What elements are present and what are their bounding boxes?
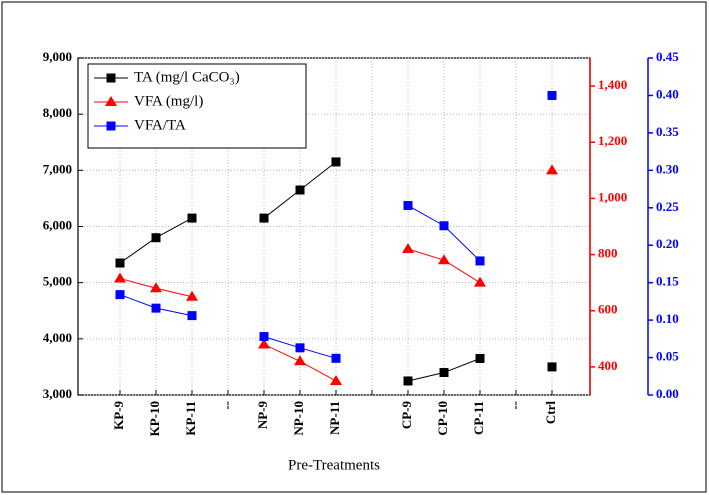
- marker: [152, 304, 161, 313]
- x-axis-label: Pre-Treatments: [288, 457, 380, 473]
- y-tick-label: 0.30: [656, 161, 679, 176]
- x-tick-label: --: [219, 401, 234, 410]
- marker: [114, 272, 126, 282]
- x-tick-label: CP-11: [471, 401, 486, 435]
- marker: [188, 311, 197, 320]
- marker: [294, 355, 306, 365]
- y-tick-label: 5,000: [43, 274, 72, 289]
- marker: [548, 91, 557, 100]
- x-tick-label: NP-9: [255, 401, 270, 430]
- x-tick-label: KP-11: [183, 401, 198, 436]
- y-tick-label: 800: [598, 246, 618, 261]
- marker: [404, 376, 413, 385]
- chart: Pre-Treatments 3,000 4,000 5,000 6,000 7,000…: [0, 0, 709, 495]
- marker: [440, 368, 449, 377]
- marker: [107, 122, 116, 131]
- marker: [116, 290, 125, 299]
- y-tick-label: 0.45: [656, 49, 679, 64]
- y-tick-label: 1,400: [598, 77, 627, 92]
- marker: [260, 332, 269, 341]
- y-tick-label: 0.00: [656, 386, 679, 401]
- y-tick-label: 7,000: [43, 161, 72, 176]
- x-tick-label: --: [507, 401, 522, 410]
- marker: [440, 221, 449, 230]
- y-tick-label: 600: [598, 302, 618, 317]
- marker: [296, 185, 305, 194]
- x-tick-label: Ctrl: [543, 401, 558, 424]
- y-tick-label: 0.25: [656, 199, 679, 214]
- marker: [296, 343, 305, 352]
- marker: [152, 233, 161, 242]
- marker: [116, 259, 125, 268]
- marker: [474, 277, 486, 287]
- marker: [330, 375, 342, 385]
- y-tick-label: 400: [598, 358, 618, 373]
- x-tick-label: NP-10: [291, 401, 306, 436]
- y-tick-label: 9,000: [43, 49, 72, 64]
- marker: [260, 214, 269, 223]
- x-tick-label: KP-9: [111, 401, 126, 430]
- legend-label: TA (mg/l CaCO₃): [134, 69, 240, 85]
- marker: [476, 354, 485, 363]
- marker: [107, 74, 116, 83]
- y-tick-label: 8,000: [43, 105, 72, 120]
- marker: [548, 362, 557, 371]
- y-tick-label: 0.05: [656, 349, 679, 364]
- y-tick-label: 1,200: [598, 133, 627, 148]
- y-tick-label: 1,000: [598, 189, 627, 204]
- legend-label: VFA (mg/l): [134, 93, 203, 109]
- marker: [546, 164, 558, 174]
- x-tick-label: KP-10: [147, 401, 162, 436]
- marker: [402, 243, 414, 253]
- marker: [332, 157, 341, 166]
- y-tick-label: 0.20: [656, 236, 679, 251]
- y-tick-label: 3,000: [43, 386, 72, 401]
- y-tick-label: 0.35: [656, 124, 679, 139]
- marker: [476, 256, 485, 265]
- x-tick-label: NP-11: [327, 401, 342, 435]
- marker: [188, 214, 197, 223]
- y-tick-label: 0.15: [656, 274, 679, 289]
- y-tick-label: 0.10: [656, 311, 679, 326]
- marker: [404, 201, 413, 210]
- y-tick-label: 6,000: [43, 217, 72, 232]
- marker: [332, 354, 341, 363]
- y-tick-label: 4,000: [43, 330, 72, 345]
- y-tick-label: 0.40: [656, 86, 679, 101]
- x-tick-label: CP-9: [399, 401, 414, 430]
- legend-label: VFA/TA: [134, 117, 186, 133]
- x-tick-label: CP-10: [435, 401, 450, 436]
